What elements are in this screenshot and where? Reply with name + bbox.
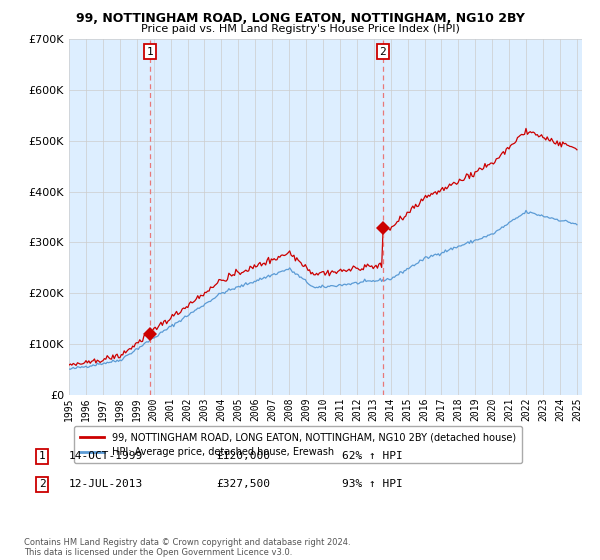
Text: 2: 2 [380, 46, 386, 57]
Text: £327,500: £327,500 [216, 479, 270, 489]
Text: 62% ↑ HPI: 62% ↑ HPI [342, 451, 403, 461]
Text: 93% ↑ HPI: 93% ↑ HPI [342, 479, 403, 489]
Legend: 99, NOTTINGHAM ROAD, LONG EATON, NOTTINGHAM, NG10 2BY (detached house), HPI: Ave: 99, NOTTINGHAM ROAD, LONG EATON, NOTTING… [74, 426, 522, 463]
Text: 12-JUL-2013: 12-JUL-2013 [69, 479, 143, 489]
Text: 99, NOTTINGHAM ROAD, LONG EATON, NOTTINGHAM, NG10 2BY: 99, NOTTINGHAM ROAD, LONG EATON, NOTTING… [76, 12, 524, 25]
Text: 1: 1 [147, 46, 154, 57]
Text: 14-OCT-1999: 14-OCT-1999 [69, 451, 143, 461]
Text: Contains HM Land Registry data © Crown copyright and database right 2024.
This d: Contains HM Land Registry data © Crown c… [24, 538, 350, 557]
Text: £120,000: £120,000 [216, 451, 270, 461]
Text: 2: 2 [38, 479, 46, 489]
Text: Price paid vs. HM Land Registry's House Price Index (HPI): Price paid vs. HM Land Registry's House … [140, 24, 460, 34]
Text: 1: 1 [38, 451, 46, 461]
